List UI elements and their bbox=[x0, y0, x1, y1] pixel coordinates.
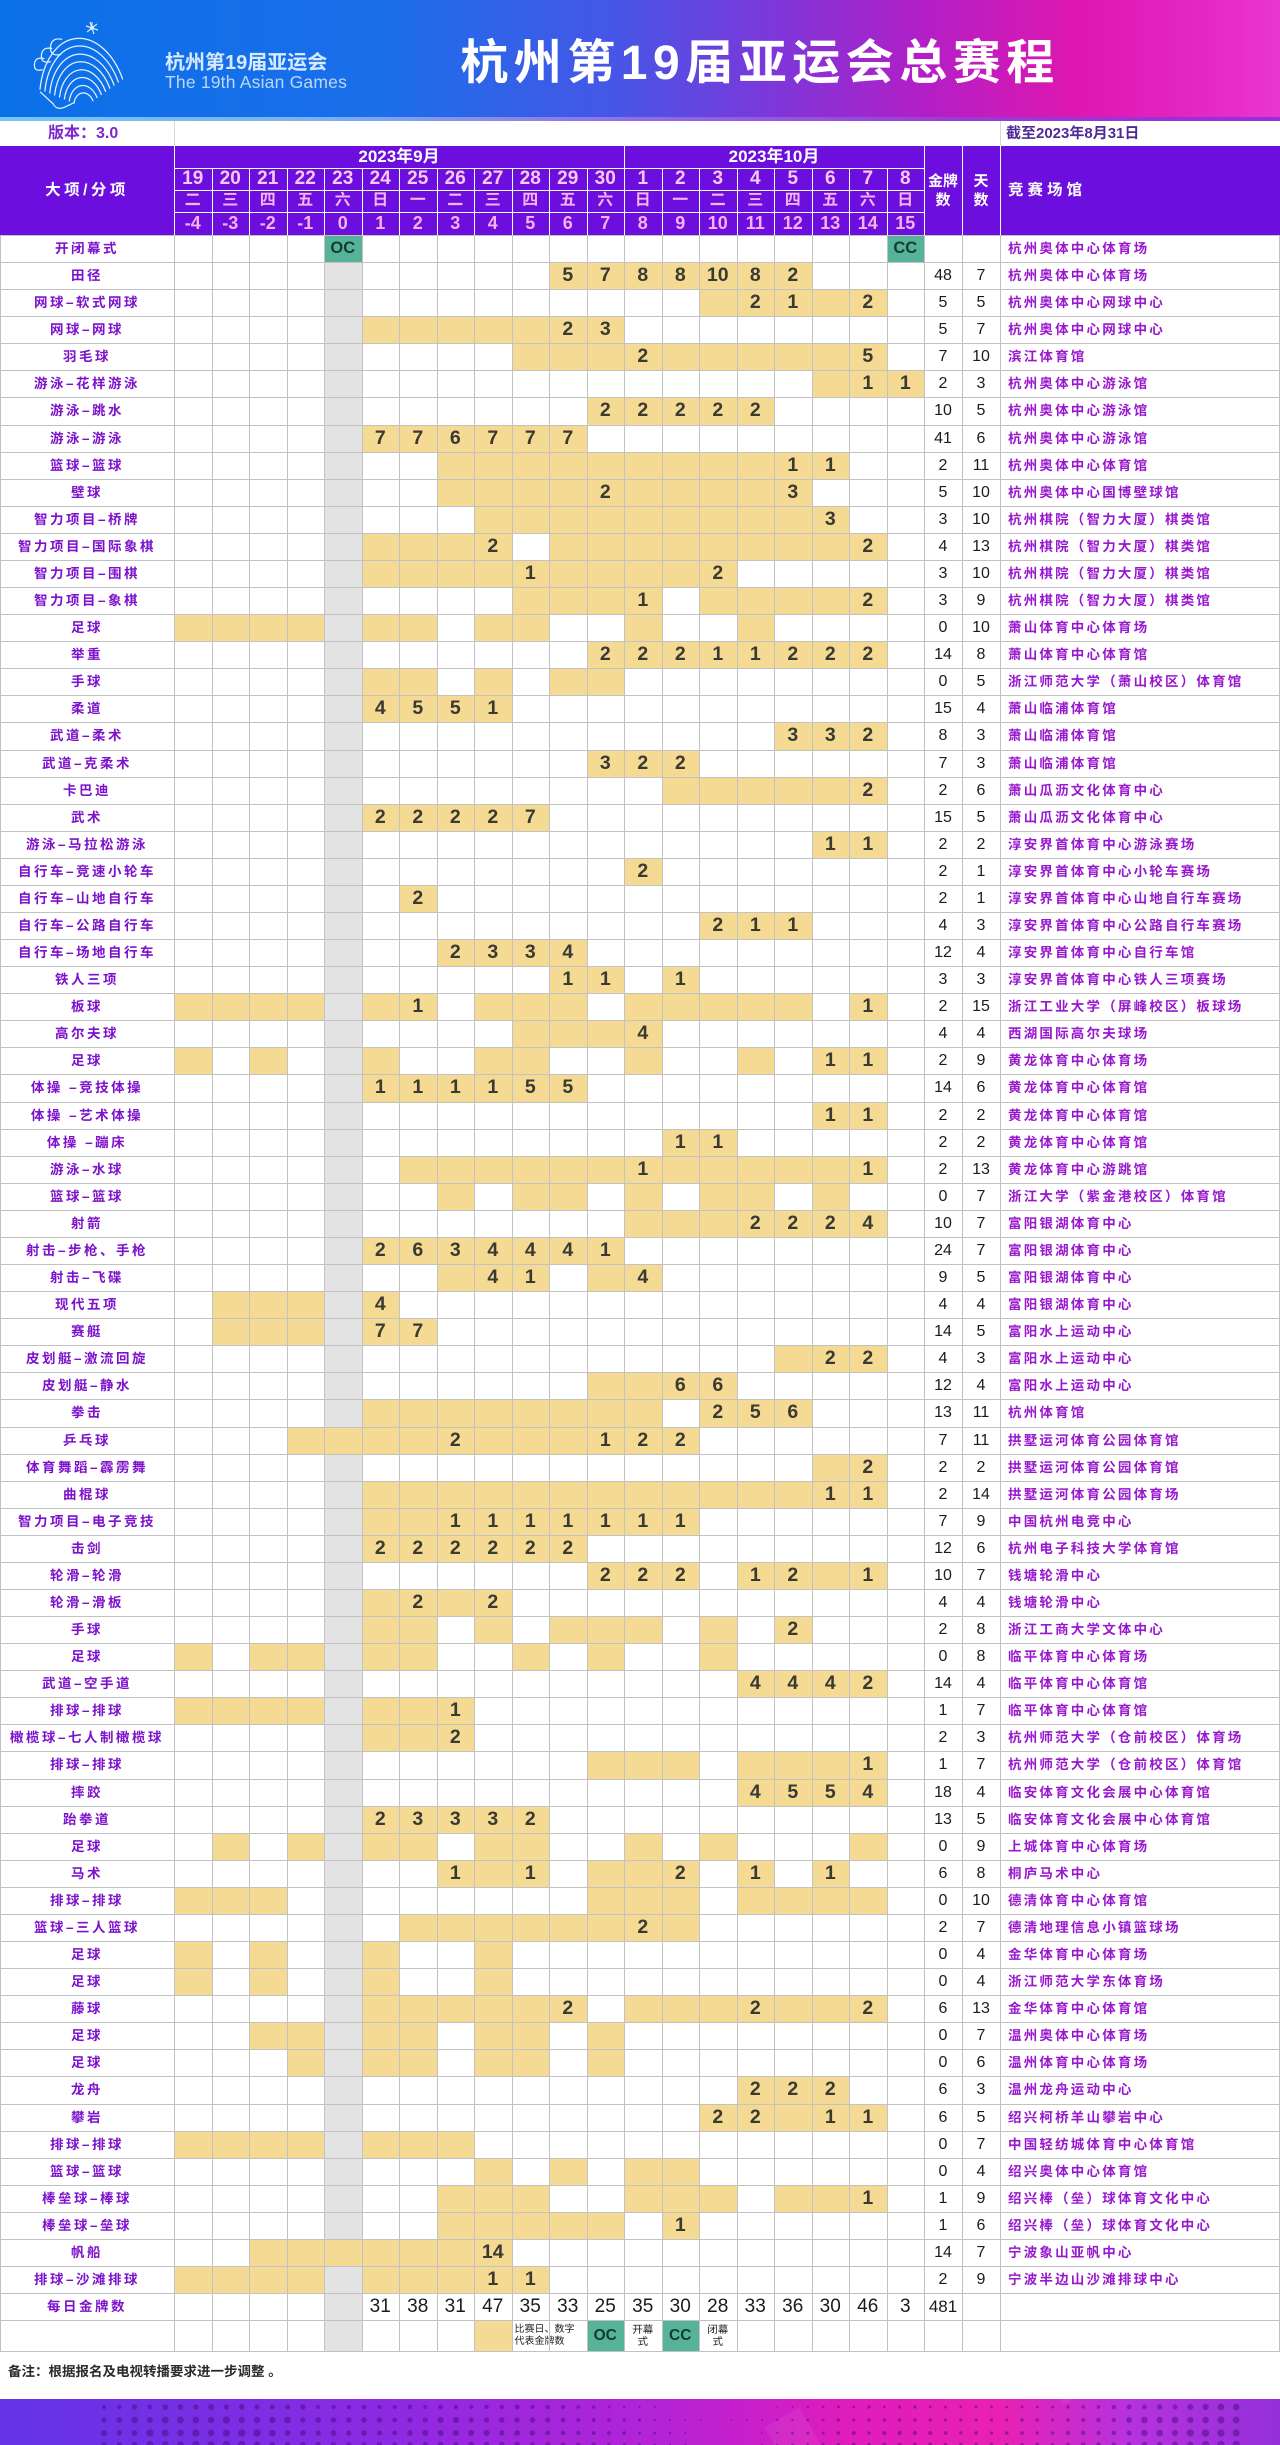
svg-text:The 19th Asian Games: The 19th Asian Games bbox=[165, 72, 347, 92]
svg-text:杭州第19届亚运会: 杭州第19届亚运会 bbox=[165, 51, 327, 74]
